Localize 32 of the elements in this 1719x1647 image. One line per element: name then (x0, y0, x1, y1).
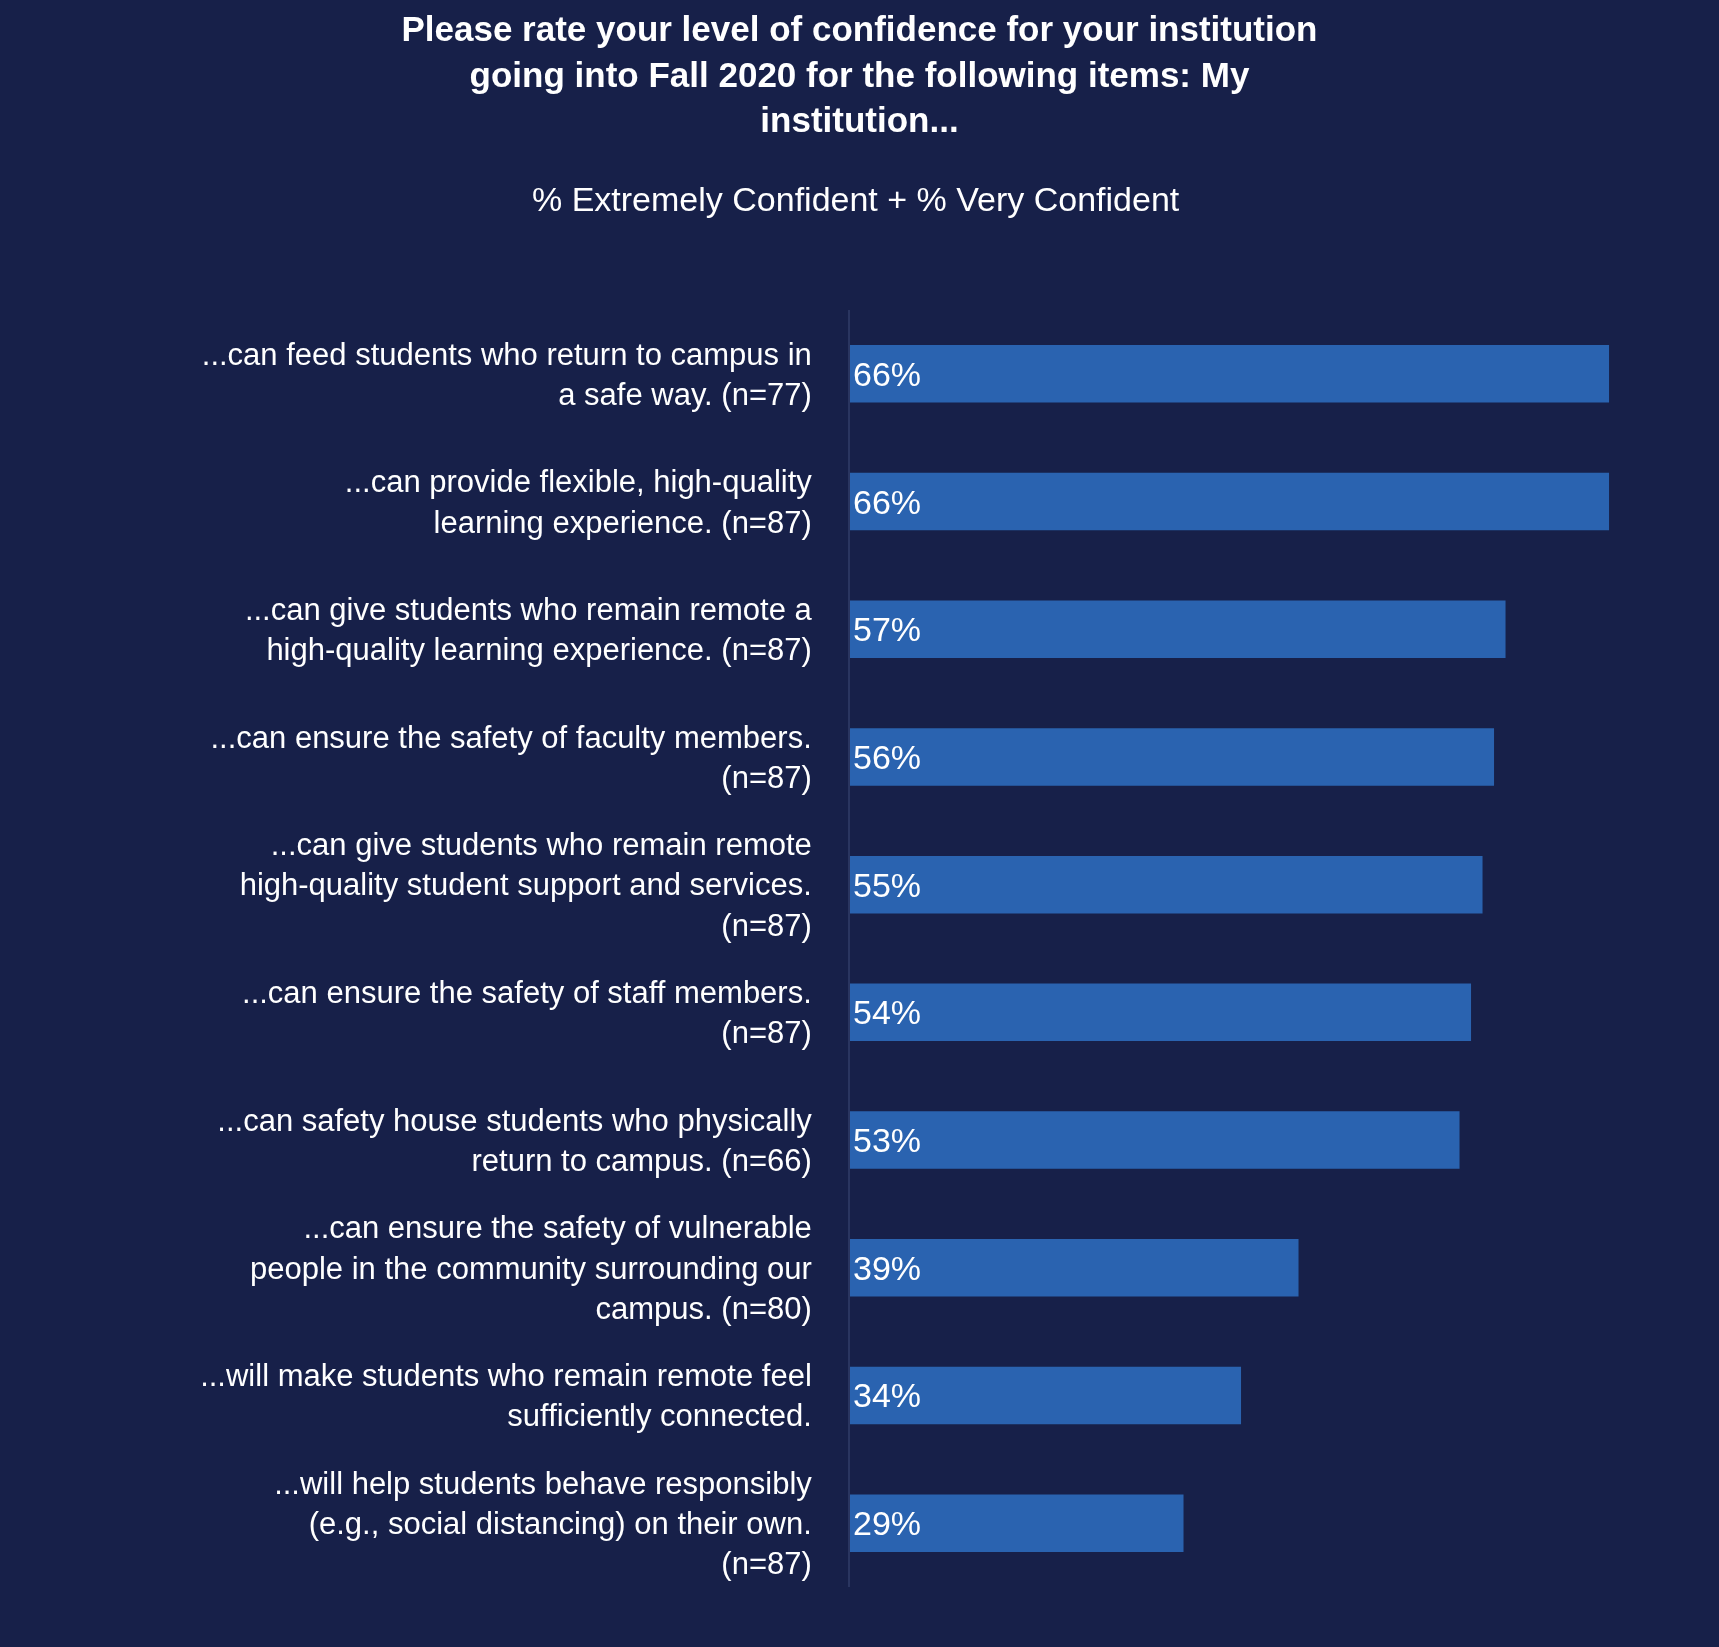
data-label: 66% (853, 354, 922, 393)
bar (850, 600, 1506, 658)
bar (850, 728, 1495, 786)
y-tick-label: ...can safety house students who physically return to campus. (n=66) (217, 1102, 813, 1179)
data-label: 39% (853, 1248, 922, 1287)
y-tick-label: ...will make students who remain remote feel sufficiently connected. (200, 1358, 812, 1434)
bar (850, 1494, 1184, 1552)
chart-title: Please rate your level of confidence for your institution going into Fall 2020 for the following items: My institution... (401, 9, 1318, 140)
data-label: 57% (853, 610, 922, 649)
y-tick-label: ...can give students who remain remote high-quality student support and services. (n=87) (239, 827, 812, 943)
y-tick-label: ...can provide flexible, high-quality learning experience. (n=87) (344, 464, 813, 540)
data-label: 66% (853, 482, 922, 521)
bar (850, 345, 1610, 403)
bar (850, 1239, 1299, 1297)
data-label: 56% (853, 737, 922, 776)
y-tick-label: ...can ensure the safety of staff members. (n=87) (242, 975, 812, 1051)
bar (850, 855, 1483, 914)
y-tick-label: ...can feed students who return to campus in a safe way. (n=77) (201, 336, 812, 412)
data-label: 34% (853, 1376, 922, 1415)
bar (850, 1366, 1242, 1425)
y-tick-label: ...can ensure the safety of vulnerable people in the community surrounding our campus. (n=80) (250, 1210, 812, 1326)
y-tick-label: ...can give students who remain remote a high-quality learning experience. (n=87) (244, 591, 813, 668)
data-label: 29% (853, 1504, 922, 1543)
y-tick-label: ...can ensure the safety of faculty members. (n=87) (210, 719, 812, 795)
bar (850, 472, 1610, 531)
bar (850, 983, 1472, 1042)
bar (850, 1111, 1460, 1169)
data-label: 55% (853, 865, 922, 904)
y-tick-label: ...will help students behave responsibly (e.g., social distancing) on their own. (n=87) (274, 1465, 813, 1582)
data-label: 54% (853, 993, 922, 1032)
data-label: 53% (853, 1121, 922, 1160)
chart-subtitle: % Extremely Confident + % Very Confident (532, 180, 1180, 218)
